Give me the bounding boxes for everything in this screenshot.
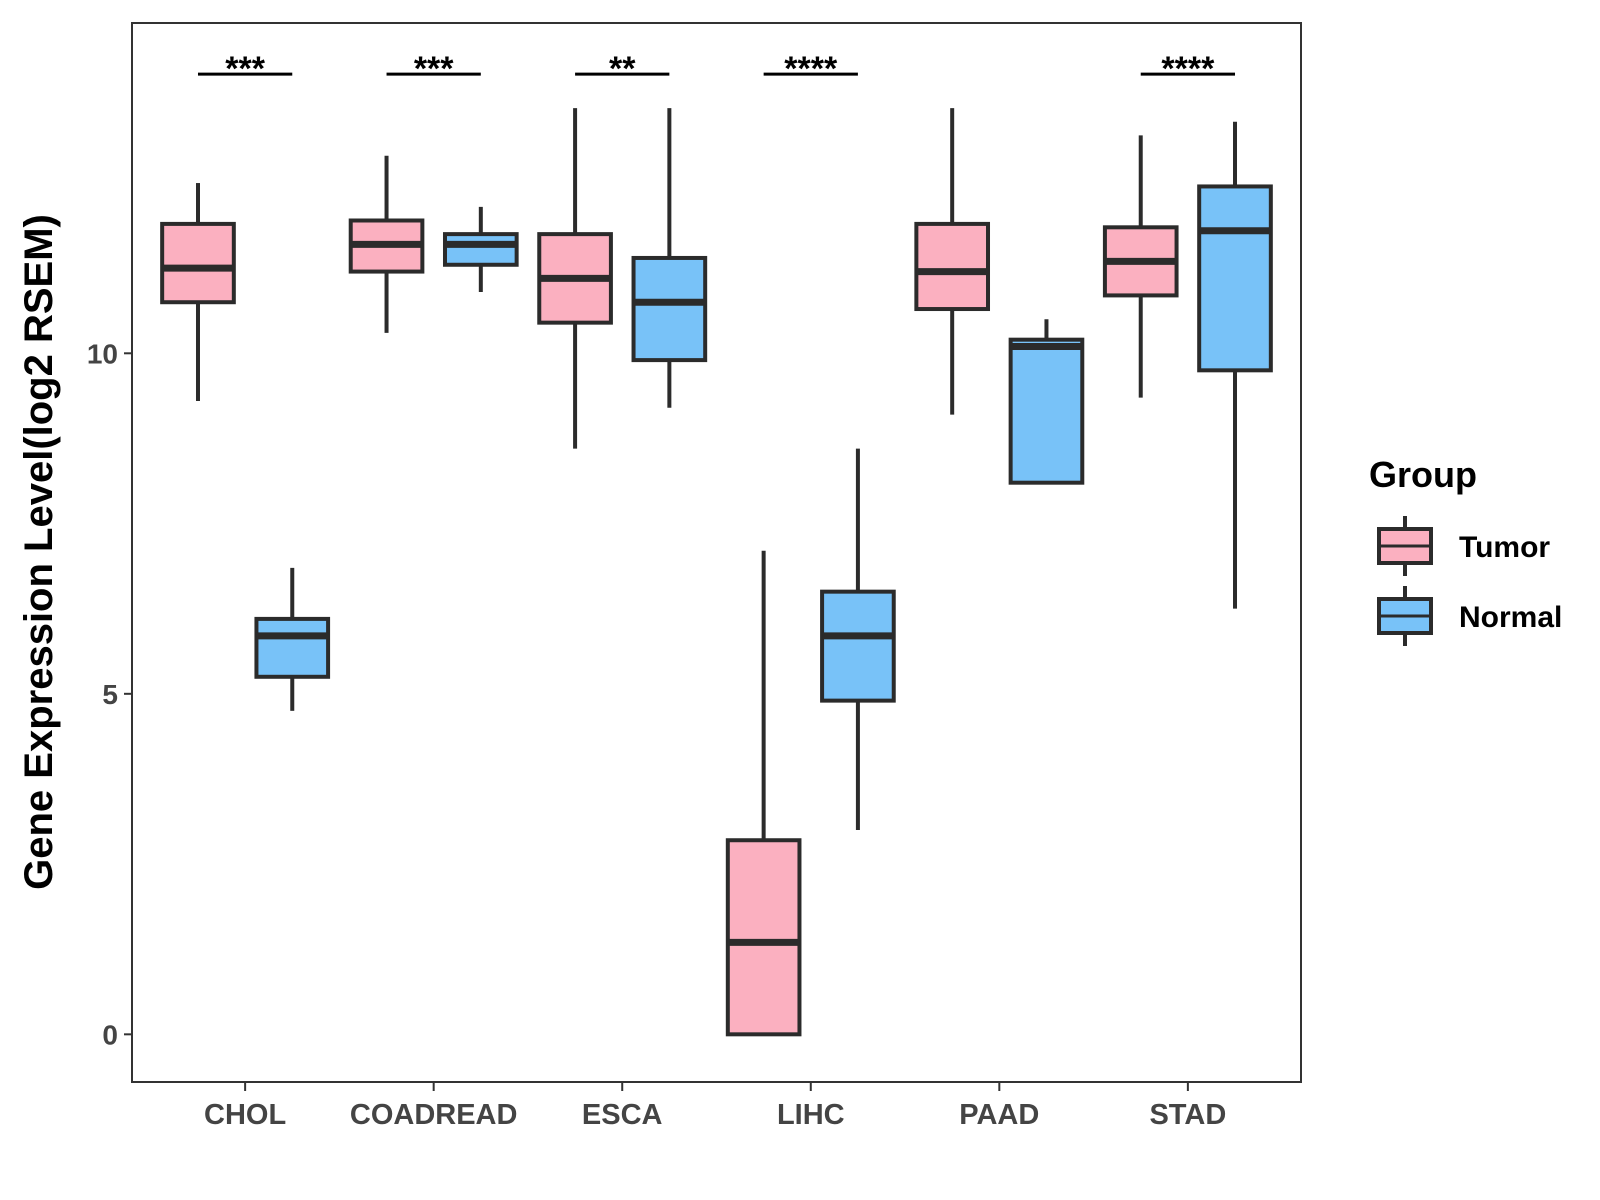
significance-label: *** bbox=[225, 50, 265, 88]
box-normal-paad bbox=[1008, 319, 1085, 485]
box-tumor-esca bbox=[537, 108, 613, 449]
box-iqr bbox=[914, 221, 991, 312]
box-iqr bbox=[820, 589, 896, 703]
box-iqr bbox=[442, 232, 519, 267]
x-tick-label: COADREAD bbox=[350, 1099, 518, 1131]
x-axis: CHOL COADREAD ESCA LIHC PAAD STAD bbox=[204, 1082, 1226, 1131]
x-tick-label: ESCA bbox=[582, 1099, 663, 1131]
box-iqr bbox=[160, 221, 236, 305]
box-normal-lihc bbox=[820, 448, 896, 831]
box-iqr bbox=[631, 255, 708, 363]
box-tumor-chol bbox=[160, 183, 236, 401]
box-iqr bbox=[725, 838, 802, 1037]
boxes-layer bbox=[160, 108, 1273, 1037]
plot-panel bbox=[131, 22, 1302, 1083]
box-iqr bbox=[1197, 184, 1273, 373]
x-tick-label: CHOL bbox=[204, 1099, 286, 1131]
legend: Group Tumor Normal bbox=[1369, 454, 1562, 646]
legend-key-tumor bbox=[1377, 516, 1433, 576]
significance-label: **** bbox=[1161, 50, 1215, 88]
box-iqr bbox=[1008, 337, 1085, 485]
box-normal-coadread bbox=[442, 206, 519, 293]
legend-label-tumor: Tumor bbox=[1459, 531, 1550, 564]
x-tick-label: STAD bbox=[1149, 1099, 1226, 1131]
legend-key-normal bbox=[1377, 586, 1433, 646]
significance-label: **** bbox=[784, 50, 838, 88]
significance-label: *** bbox=[414, 50, 454, 88]
y-tick-label: 5 bbox=[102, 679, 118, 710]
legend-title: Group bbox=[1369, 454, 1477, 495]
significance-layer: *** *** ** **** **** bbox=[197, 50, 1236, 88]
legend-label-normal: Normal bbox=[1459, 601, 1562, 634]
y-axis-title: Gene Expression Level(log2 RSEM) bbox=[17, 214, 61, 890]
box-tumor-lihc bbox=[725, 550, 802, 1037]
box-normal-esca bbox=[631, 108, 708, 408]
box-normal-stad bbox=[1197, 121, 1273, 609]
y-tick-label: 0 bbox=[102, 1019, 118, 1050]
y-tick-label: 10 bbox=[87, 338, 118, 369]
significance-label: ** bbox=[609, 50, 636, 88]
box-normal-chol bbox=[254, 567, 331, 711]
box-tumor-stad bbox=[1102, 135, 1179, 398]
y-axis: 0 5 10 bbox=[87, 338, 132, 1050]
box-tumor-paad bbox=[914, 108, 991, 415]
box-iqr bbox=[254, 616, 331, 679]
box-tumor-coadread bbox=[348, 155, 425, 333]
x-tick-label: PAAD bbox=[959, 1099, 1039, 1131]
x-tick-label: LIHC bbox=[777, 1099, 845, 1131]
